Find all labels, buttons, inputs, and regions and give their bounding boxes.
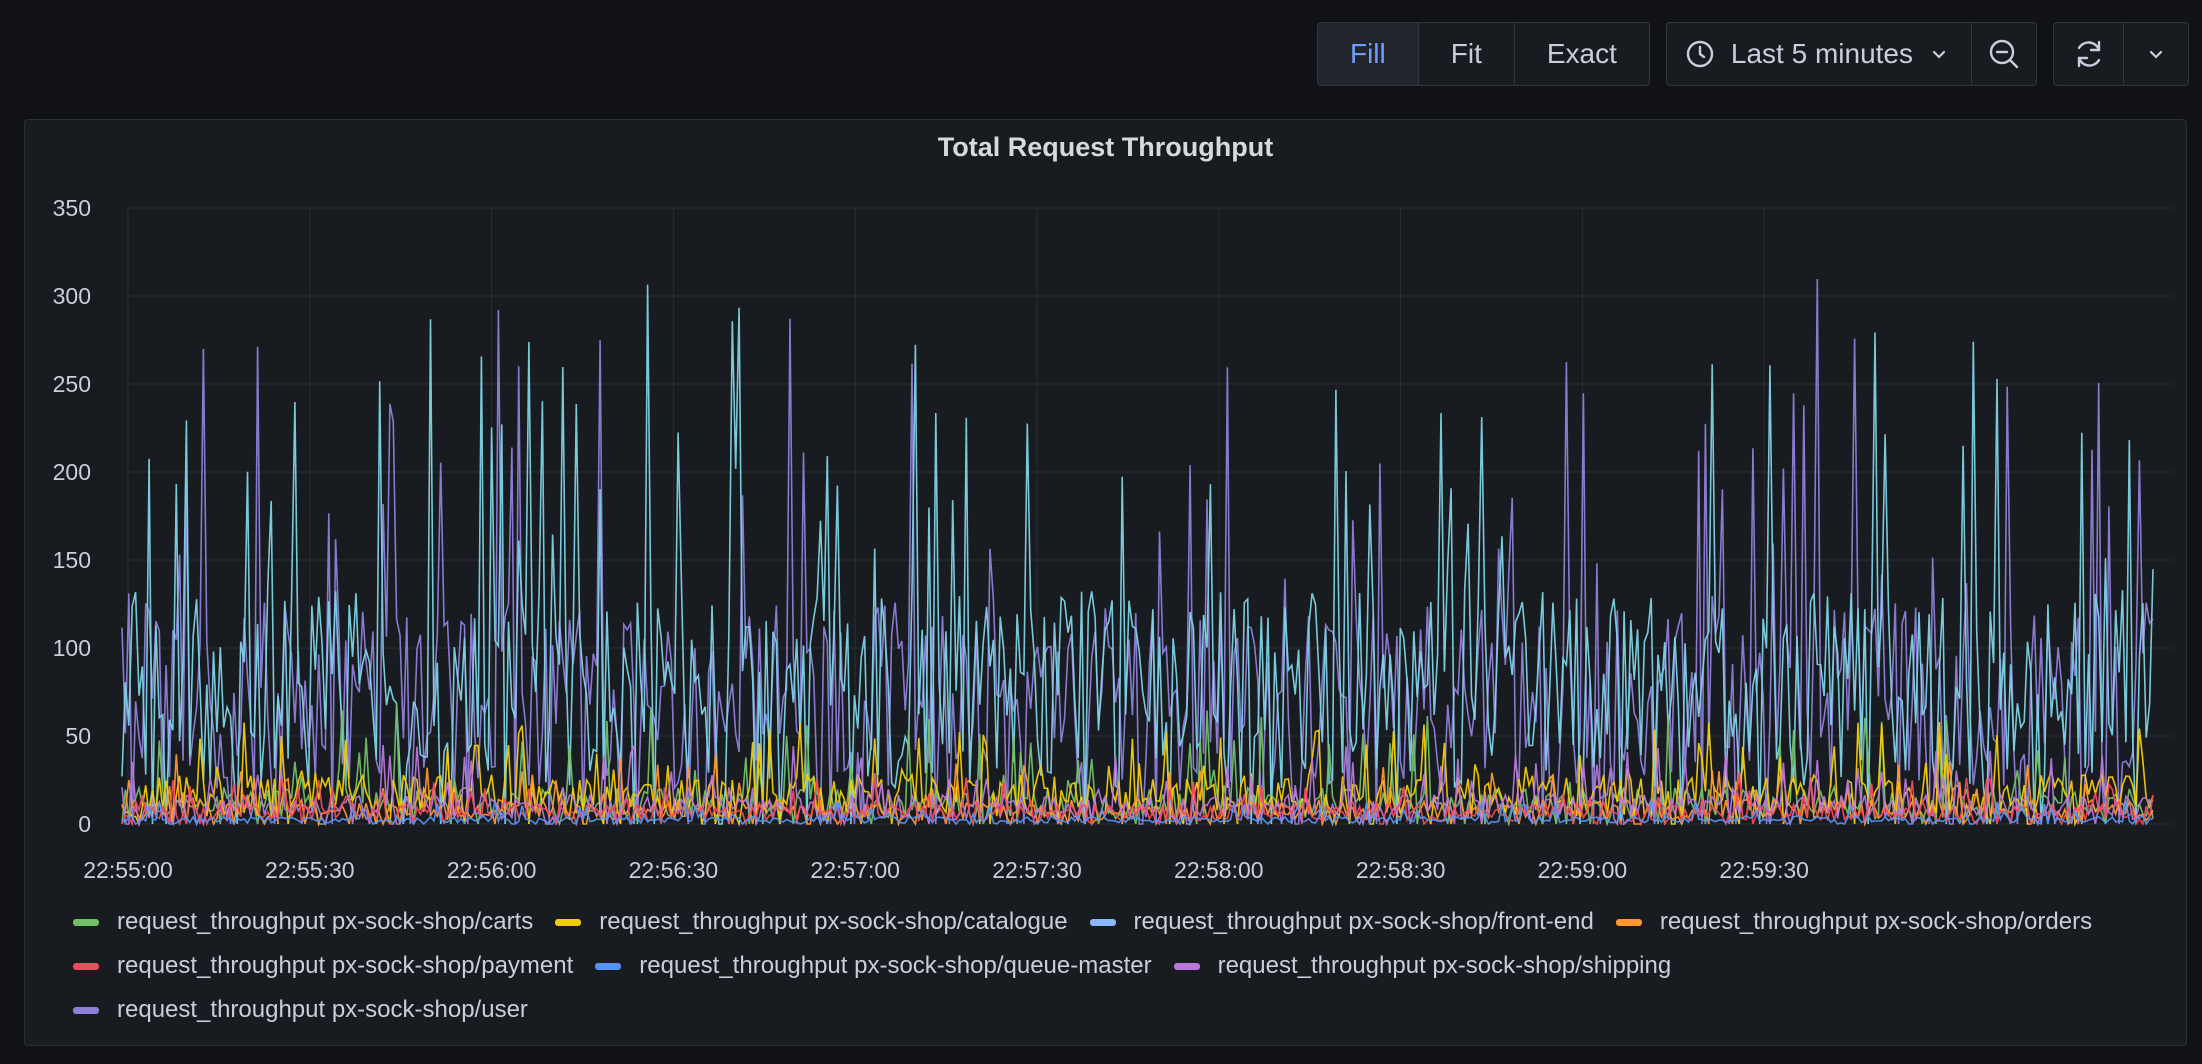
series-line-payment[interactable] — [121, 771, 2154, 828]
x-tick-label: 22:59:30 — [1719, 857, 1809, 883]
refresh-interval-button[interactable] — [2124, 23, 2188, 85]
x-tick-label: 22:57:00 — [810, 857, 900, 883]
refresh-icon — [2072, 37, 2106, 71]
time-range-picker[interactable]: Last 5 minutes — [1667, 23, 1972, 85]
legend-row: request_throughput px-sock-shop/carts req… — [73, 900, 2173, 944]
series-line-orders[interactable] — [121, 753, 2154, 828]
fill-button[interactable]: Fill — [1317, 23, 1419, 85]
legend-label: request_throughput px-sock-shop/payment — [117, 952, 574, 979]
legend-item[interactable]: request_throughput px-sock-shop/orders — [1615, 908, 2093, 936]
legend-label: request_throughput px-sock-shop/shipping — [1217, 952, 1672, 979]
legend-swatch — [1089, 918, 1116, 926]
throughput-chart[interactable]: 0 50 100 150 200 250 300 350 22:55:00 22:55:30 22:… — [25, 120, 2186, 900]
series-line-queue-master[interactable] — [121, 799, 2154, 827]
y-tick-label: 150 — [53, 547, 91, 573]
y-tick-label: 50 — [65, 723, 91, 749]
zoom-out-icon — [1987, 37, 2021, 71]
legend-swatch — [1615, 918, 1642, 926]
legend-row: request_throughput px-sock-shop/user — [73, 988, 2173, 1032]
legend-swatch — [73, 918, 99, 926]
legend-label: request_throughput px-sock-shop/carts — [117, 908, 534, 935]
legend-label: request_throughput px-sock-shop/orders — [1659, 908, 2093, 935]
x-tick-label: 22:58:30 — [1356, 857, 1446, 883]
panel-title: Total Request Throughput — [937, 132, 1274, 162]
time-picker-group: Last 5 minutes — [1665, 22, 2037, 86]
legend-label: request_throughput px-sock-shop/catalogu… — [599, 908, 1068, 935]
clock-icon — [1685, 39, 1715, 69]
series-line-catalogue[interactable] — [121, 721, 2154, 828]
x-tick-label: 22:57:30 — [992, 857, 1082, 883]
legend-item[interactable]: request_throughput px-sock-shop/user — [73, 996, 528, 1024]
legend-swatch — [1173, 962, 1200, 970]
x-tick-label: 22:58:00 — [1174, 857, 1264, 883]
x-tick-label: 22:56:30 — [629, 857, 719, 883]
chevron-down-icon — [1929, 44, 1949, 64]
legend-item[interactable]: request_throughput px-sock-shop/shipping — [1173, 952, 1672, 980]
legend-item[interactable]: request_throughput px-sock-shop/front-en… — [1089, 908, 1594, 936]
refresh-button[interactable] — [2054, 23, 2124, 85]
view-mode-group: Fill Fit Exact — [1316, 22, 1650, 86]
throughput-panel: Total Request Throughput 0 50 100 150 200 250… — [24, 119, 2187, 1046]
fit-button[interactable]: Fit — [1419, 23, 1515, 85]
legend-item[interactable]: request_throughput px-sock-shop/queue-ma… — [595, 952, 1152, 980]
legend-label: request_throughput px-sock-shop/queue-ma… — [639, 952, 1152, 979]
y-tick-label: 200 — [53, 459, 91, 485]
refresh-group — [2053, 22, 2189, 86]
chevron-down-icon — [2146, 44, 2166, 64]
exact-button[interactable]: Exact — [1546, 38, 1617, 69]
y-tick-label: 100 — [53, 635, 91, 661]
series-line-user[interactable] — [121, 278, 2154, 825]
legend-swatch — [595, 962, 622, 970]
legend-row: request_throughput px-sock-shop/payment r… — [73, 944, 2173, 988]
y-tick-label: 250 — [53, 371, 91, 397]
x-tick-label: 22:55:30 — [265, 857, 355, 883]
dashboard-toolbar: Fill Fit Exact Last 5 minutes — [1316, 22, 2189, 86]
legend-label: request_throughput px-sock-shop/user — [117, 996, 528, 1023]
x-tick-label: 22:59:00 — [1538, 857, 1628, 883]
legend-swatch — [555, 918, 582, 926]
x-tick-label: 22:56:00 — [447, 857, 537, 883]
series-line-carts[interactable] — [121, 703, 2154, 828]
chart-legend: request_throughput px-sock-shop/carts req… — [73, 900, 2173, 1032]
y-tick-label: 350 — [53, 195, 91, 221]
x-tick-label: 22:55:00 — [83, 857, 173, 883]
legend-item[interactable]: request_throughput px-sock-shop/carts — [73, 908, 533, 936]
legend-label: request_throughput px-sock-shop/front-en… — [1133, 908, 1594, 935]
legend-item[interactable]: request_throughput px-sock-shop/catalogu… — [555, 908, 1068, 936]
series-line-front-end[interactable] — [121, 284, 2154, 825]
y-tick-label: 0 — [78, 811, 91, 837]
zoom-out-button[interactable] — [1972, 23, 2036, 85]
legend-item[interactable]: request_throughput px-sock-shop/payment — [73, 952, 573, 980]
legend-swatch — [73, 1006, 99, 1014]
time-range-label: Last 5 minutes — [1730, 38, 1913, 69]
legend-swatch — [73, 962, 99, 970]
y-tick-label: 300 — [53, 283, 91, 309]
